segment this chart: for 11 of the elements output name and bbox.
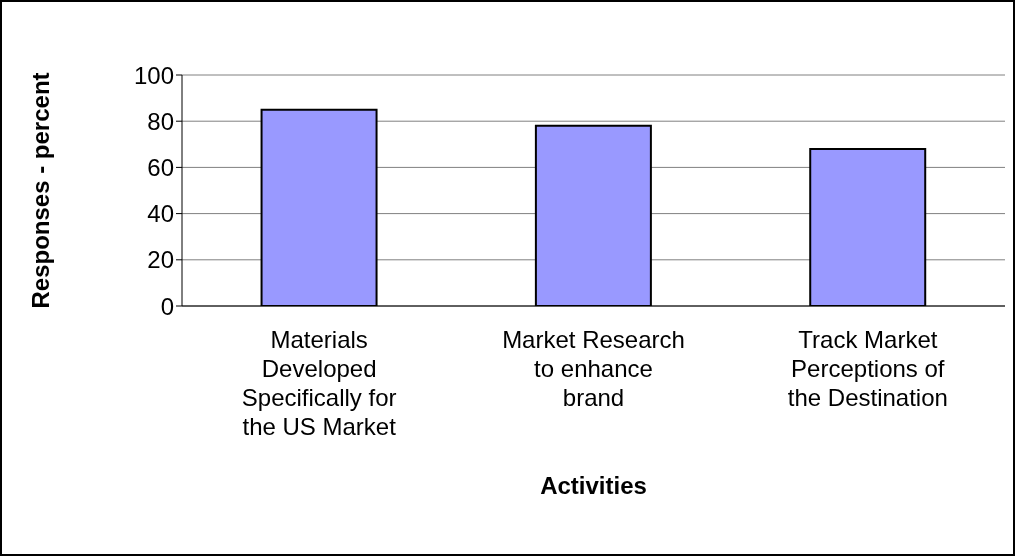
y-tick-label: 20: [147, 246, 174, 274]
x-axis-title: Activities: [540, 472, 647, 499]
x-tick-label: Market Research to enhance brand: [502, 326, 685, 411]
y-tick-label: 80: [147, 107, 174, 135]
y-tick-label: 40: [147, 200, 174, 228]
y-axis-title: Responses - percent: [26, 72, 54, 309]
x-tick-label: Track Market Perceptions of the Destination: [787, 326, 948, 411]
y-tick-label: 0: [160, 292, 174, 320]
y-tick-label: 60: [147, 153, 174, 181]
y-tick-label: 100: [133, 61, 174, 89]
x-tick-label: Materials Developed Specifically for the US Market: [241, 326, 397, 440]
